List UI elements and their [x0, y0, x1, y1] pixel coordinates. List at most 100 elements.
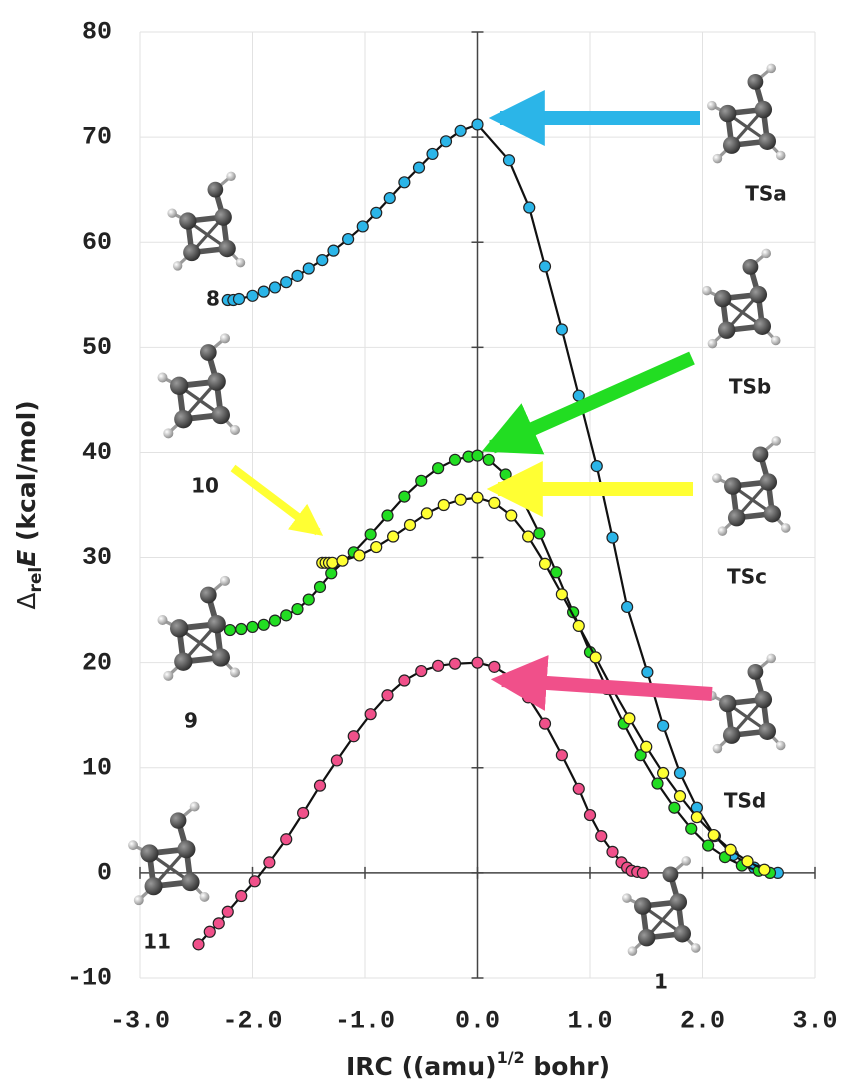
data-point — [686, 823, 697, 834]
data-point — [675, 768, 686, 779]
structure-label: 8 — [206, 287, 220, 311]
data-point — [455, 125, 466, 136]
data-point — [326, 568, 337, 579]
y-tick-label: 10 — [82, 753, 112, 782]
data-point — [249, 876, 260, 887]
x-tick-label: 2.0 — [680, 1007, 725, 1036]
data-point — [234, 293, 245, 304]
data-point — [337, 555, 348, 566]
data-point — [315, 581, 326, 592]
data-point — [327, 557, 338, 568]
data-point — [725, 844, 736, 855]
x-axis-title-sup: 1/2 — [497, 1048, 525, 1067]
data-point — [384, 193, 395, 204]
data-point — [281, 834, 292, 845]
data-point — [433, 463, 444, 474]
data-point — [472, 492, 483, 503]
data-point — [399, 177, 410, 188]
data-point — [472, 119, 483, 130]
data-point — [658, 768, 669, 779]
data-point — [328, 245, 339, 256]
data-point — [236, 624, 247, 635]
data-point — [247, 621, 258, 632]
data-point — [270, 282, 281, 293]
data-point — [540, 261, 551, 272]
data-point — [247, 290, 258, 301]
chart: IRC ((amu)1/2 bohr) ΔrelE (kcal/mol) -3.… — [0, 0, 847, 1086]
data-point — [607, 846, 618, 857]
data-point — [540, 558, 551, 569]
data-point — [641, 741, 652, 752]
data-point — [343, 234, 354, 245]
arrow — [492, 358, 692, 447]
data-point — [504, 155, 515, 166]
y-axis-title-part: E — [12, 550, 41, 567]
structure-label: TSd — [724, 789, 766, 813]
y-tick-label: 20 — [82, 648, 112, 677]
data-point — [371, 542, 382, 553]
y-axis-title-sub: rel — [26, 567, 46, 593]
molecule — [707, 654, 785, 754]
data-point — [315, 780, 326, 791]
arrows — [233, 118, 712, 694]
molecule — [158, 333, 241, 438]
data-point — [365, 709, 376, 720]
data-point — [573, 783, 584, 794]
data-point — [489, 497, 500, 508]
data-point — [399, 675, 410, 686]
data-point — [357, 221, 368, 232]
labels: IRC ((amu)1/2 bohr) ΔrelE (kcal/mol) -3.… — [12, 18, 838, 1081]
y-axis-title-part: (kcal/mol) — [12, 400, 41, 549]
data-point — [450, 658, 461, 669]
data-point — [573, 620, 584, 631]
structure-label: 11 — [143, 930, 171, 954]
data-point — [540, 718, 551, 729]
plot-area — [193, 119, 783, 950]
data-point — [371, 207, 382, 218]
data-point — [675, 791, 686, 802]
structure-label: 10 — [191, 474, 219, 498]
data-point — [414, 162, 425, 173]
data-point — [421, 508, 432, 519]
data-point — [303, 594, 314, 605]
data-point — [258, 286, 269, 297]
y-axis-title: ΔrelE (kcal/mol) — [12, 400, 46, 609]
data-point — [258, 619, 269, 630]
data-point — [483, 454, 494, 465]
data-point — [281, 277, 292, 288]
data-point — [270, 615, 281, 626]
data-point — [472, 657, 483, 668]
data-point — [236, 891, 247, 902]
data-point — [455, 494, 466, 505]
data-point — [703, 840, 714, 851]
structure-label: TSa — [745, 182, 787, 206]
data-point — [298, 807, 309, 818]
x-tick-label: -2.0 — [222, 1007, 282, 1036]
series-line — [228, 124, 778, 872]
x-tick-label: -1.0 — [335, 1007, 395, 1036]
data-point — [742, 856, 753, 867]
data-point — [264, 857, 275, 868]
data-point — [590, 652, 601, 663]
data-point — [416, 666, 427, 677]
data-point — [354, 550, 365, 561]
molecule — [167, 172, 245, 271]
data-point — [658, 720, 669, 731]
data-point — [427, 148, 438, 159]
data-point — [331, 755, 342, 766]
data-point — [669, 802, 680, 813]
x-tick-label: 3.0 — [792, 1007, 837, 1036]
data-point — [225, 625, 236, 636]
data-point — [500, 469, 511, 480]
data-point — [534, 528, 545, 539]
data-point — [596, 831, 607, 842]
series-line — [230, 456, 770, 873]
series-line — [199, 663, 643, 945]
data-point — [438, 500, 449, 511]
data-point — [405, 519, 416, 530]
data-point — [303, 263, 314, 274]
data-point — [489, 661, 500, 672]
molecules — [128, 64, 790, 956]
data-point — [348, 731, 359, 742]
molecule — [707, 64, 785, 164]
